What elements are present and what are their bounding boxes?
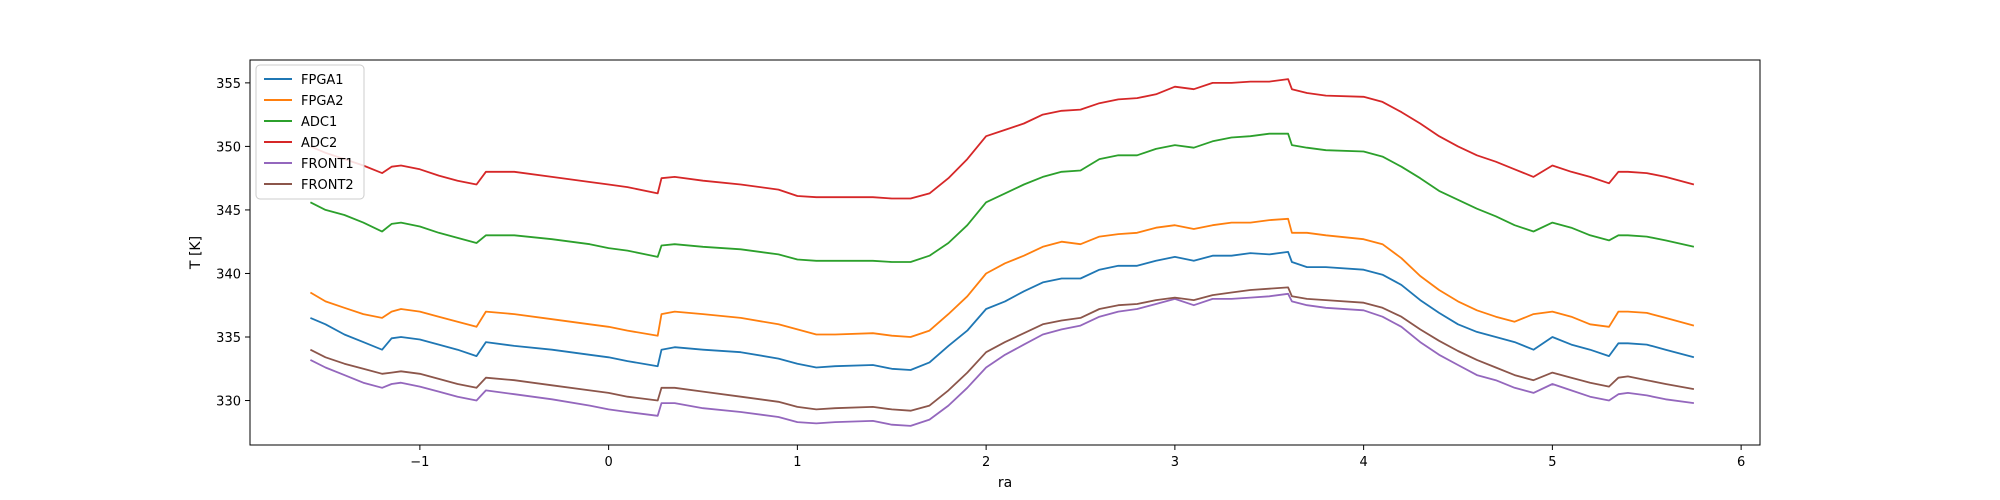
x-tick-label: 1 bbox=[793, 455, 801, 470]
x-tick-label: 2 bbox=[982, 455, 990, 470]
x-tick-label: 3 bbox=[1171, 455, 1179, 470]
series-line-fpga1 bbox=[310, 250, 1695, 371]
series-line-front2 bbox=[309, 286, 1695, 412]
x-tick-label: 5 bbox=[1548, 455, 1556, 470]
legend-label: FRONT1 bbox=[301, 157, 354, 172]
y-tick-label: 335 bbox=[216, 331, 241, 346]
y-tick-label: 355 bbox=[216, 77, 241, 92]
legend-label: FRONT2 bbox=[301, 178, 354, 193]
y-tick-label: 330 bbox=[216, 395, 241, 410]
x-tick-label: 0 bbox=[604, 455, 612, 470]
series-line-fpga2 bbox=[309, 217, 1695, 338]
x-tick-label: −1 bbox=[410, 455, 429, 470]
plot-frame bbox=[249, 59, 1761, 446]
x-tick-label: 6 bbox=[1737, 455, 1745, 470]
y-tick-label: 350 bbox=[216, 140, 241, 155]
x-tick-label: 4 bbox=[1359, 455, 1367, 470]
legend-label: FPGA2 bbox=[301, 94, 344, 109]
plot-lines bbox=[309, 78, 1695, 427]
y-tick-label: 345 bbox=[216, 204, 241, 219]
legend: FPGA1 FPGA2 ADC1 ADC2 FRONT1 FRONT2 bbox=[255, 64, 365, 200]
x-axis: −1 0 1 2 3 4 5 6 bbox=[410, 445, 1745, 470]
x-axis-label: ra bbox=[998, 475, 1012, 491]
series-line-front1 bbox=[309, 292, 1695, 427]
series-line-adc1 bbox=[309, 132, 1695, 263]
y-axis: 330 335 340 345 350 355 bbox=[216, 77, 250, 410]
legend-label: ADC1 bbox=[301, 115, 337, 130]
y-axis-label: T [K] bbox=[188, 236, 204, 270]
legend-label: FPGA1 bbox=[301, 73, 344, 88]
legend-label: ADC2 bbox=[301, 136, 337, 151]
legend-box bbox=[255, 64, 365, 200]
series-line-adc2 bbox=[310, 78, 1695, 200]
y-tick-label: 340 bbox=[216, 267, 241, 282]
